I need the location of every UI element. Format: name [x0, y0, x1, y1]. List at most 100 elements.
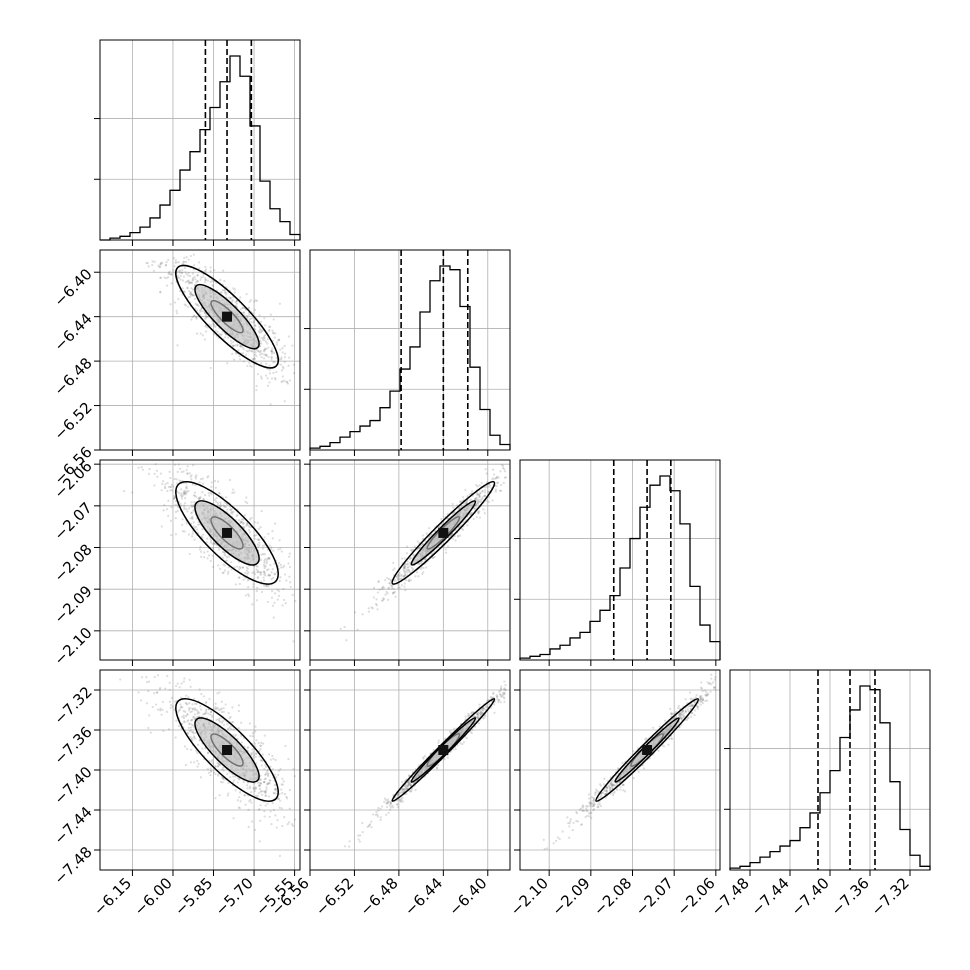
sample-point [358, 840, 361, 843]
sample-point [194, 475, 197, 478]
sample-point [202, 713, 205, 716]
sample-point [266, 384, 270, 387]
sample-point [217, 491, 221, 495]
sample-point [191, 278, 194, 281]
sample-point [183, 260, 186, 264]
sample-point [235, 565, 239, 568]
sample-point [237, 726, 240, 730]
sample-point [249, 752, 253, 755]
sample-point [251, 358, 254, 361]
sample-point [701, 690, 704, 693]
sample-point [151, 260, 154, 263]
sample-point [256, 521, 259, 524]
sample-point [462, 528, 465, 531]
sample-point [187, 280, 190, 283]
sample-point [191, 315, 194, 319]
sample-point [206, 279, 210, 282]
sample-point [176, 509, 179, 513]
sample-point [229, 725, 232, 728]
sample-point [382, 586, 386, 589]
sample-point [189, 274, 192, 278]
sample-point [462, 741, 466, 744]
sample-point [242, 311, 245, 314]
sample-point [381, 599, 385, 602]
sample-point [206, 326, 209, 329]
sample-point [235, 352, 238, 355]
sample-point [246, 567, 249, 570]
sample-point [198, 548, 202, 551]
sample-point [254, 308, 257, 311]
sample-point [242, 348, 245, 351]
sample-point [199, 496, 202, 499]
sample-point [271, 604, 275, 607]
sample-point [187, 296, 190, 299]
sample-point [189, 293, 192, 296]
sample-point [561, 830, 564, 833]
sample-point [251, 735, 254, 738]
sample-point [190, 504, 193, 507]
sample-point [632, 750, 635, 753]
sample-point [495, 476, 498, 480]
sample-point [184, 489, 187, 492]
sample-point [159, 472, 163, 475]
sample-point [199, 545, 202, 549]
sample-point [186, 720, 189, 723]
sample-point [491, 499, 494, 502]
sample-point [248, 531, 251, 534]
sample-point [275, 826, 278, 829]
sample-point [384, 579, 387, 582]
sample-point [211, 322, 214, 325]
sample-point [237, 576, 241, 579]
sample-point [184, 502, 187, 505]
sample-point [199, 776, 203, 779]
sample-point [181, 269, 184, 272]
sample-point [218, 720, 222, 723]
sample-point [219, 501, 222, 504]
sample-point [199, 477, 203, 481]
sample-point [202, 533, 205, 536]
sample-point [203, 269, 206, 273]
sample-point [281, 375, 284, 378]
sample-point [208, 697, 211, 701]
sample-point [281, 783, 284, 786]
sample-point [479, 498, 483, 501]
sample-point [265, 786, 268, 789]
sample-point [239, 358, 242, 361]
sample-point [183, 720, 186, 723]
sample-point [268, 329, 271, 332]
sample-point [191, 294, 195, 297]
sample-point [271, 537, 274, 540]
sample-point [407, 774, 411, 777]
sample-point [260, 356, 263, 359]
sample-point [257, 576, 260, 579]
sample-point [260, 362, 263, 365]
sample-point [361, 831, 364, 834]
sample-point [263, 339, 266, 342]
sample-point [269, 313, 272, 316]
sample-point [268, 815, 271, 818]
sample-point [440, 518, 443, 521]
sample-point [487, 486, 490, 489]
sample-point [396, 794, 399, 797]
sample-point [197, 261, 201, 264]
sample-point [148, 714, 151, 717]
sample-point [259, 778, 262, 781]
sample-point [247, 594, 251, 598]
sample-point [642, 767, 646, 770]
sample-point [204, 702, 207, 705]
density-peak [222, 527, 233, 538]
sample-point [248, 349, 251, 352]
sample-point [183, 266, 186, 270]
sample-point [284, 602, 287, 605]
sample-point [233, 358, 236, 361]
sample-point [267, 532, 270, 535]
sample-point [272, 808, 276, 812]
sample-point [178, 270, 181, 273]
sample-point [396, 576, 399, 580]
sample-point [274, 522, 277, 525]
sample-point [236, 343, 239, 346]
sample-point [236, 781, 239, 784]
sample-point [193, 538, 196, 541]
sample-point [206, 767, 209, 771]
sample-point [209, 774, 212, 777]
